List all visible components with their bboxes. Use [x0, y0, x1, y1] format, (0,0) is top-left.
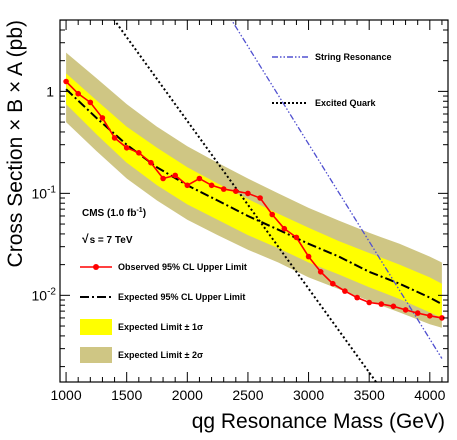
- observed-point: [427, 313, 433, 319]
- observed-point: [245, 190, 251, 197]
- experiment-annotation: CMS (1.0 fb-1): [82, 207, 146, 219]
- x-axis-label: qg Resonance Mass (GeV): [192, 410, 445, 433]
- legend-band1-swatch: [80, 319, 112, 335]
- expected-limit-line: [65, 88, 443, 305]
- legend-observed-label: Observed 95% CL Upper Limit: [118, 262, 247, 272]
- legend-band2-swatch: [80, 347, 112, 363]
- observed-point: [317, 269, 324, 275]
- observed-point: [414, 310, 421, 316]
- string-resonance-line: [230, 20, 443, 359]
- observed-point: [354, 294, 360, 301]
- legend-left: CMS (1.0 fb-1) √s = 7 TeV Observed 95% C…: [80, 207, 247, 363]
- y-tick-labels: 1 10-1 10-2: [32, 83, 57, 303]
- observed-point: [269, 211, 276, 218]
- observed-point: [123, 145, 130, 151]
- observed-point: [87, 99, 94, 106]
- observed-point: [220, 186, 227, 192]
- observed-point: [293, 234, 300, 241]
- legend-band2-label: Expected Limit ± 2σ: [118, 350, 203, 360]
- axis-ticks: [60, 19, 448, 382]
- x-tick-label: 4000: [414, 387, 445, 403]
- plot-area: [63, 20, 445, 382]
- observed-point: [172, 172, 178, 179]
- observed-point: [390, 303, 397, 310]
- observed-point: [378, 301, 385, 307]
- x-tick-labels: 1000 1500 2000 2500 3000 3500 4000: [50, 387, 445, 403]
- observed-point: [63, 78, 69, 85]
- plot-frame: [59, 19, 449, 383]
- x-tick-label: 2000: [172, 387, 203, 403]
- energy-annotation: √s = 7 TeV: [82, 232, 133, 246]
- x-tick-label: 1000: [50, 387, 81, 403]
- y-tick-label: 10-2: [32, 286, 57, 303]
- y-tick-label: 1: [46, 83, 54, 99]
- observed-point: [160, 175, 166, 182]
- observed-point: [196, 175, 203, 182]
- observed-point: [305, 253, 312, 260]
- x-tick-label: 2500: [232, 387, 263, 403]
- observed-point: [148, 159, 154, 166]
- observed-point: [330, 280, 336, 287]
- observed-point: [136, 150, 142, 156]
- excited-quark-line: [113, 20, 378, 382]
- observed-point: [402, 307, 409, 313]
- x-tick-label: 1500: [111, 387, 142, 403]
- observed-point: [281, 225, 288, 232]
- band-1sigma: [66, 73, 442, 318]
- x-tick-label: 3500: [354, 387, 385, 403]
- legend-excited-label: Excited Quark: [315, 98, 377, 108]
- observed-point: [257, 195, 263, 201]
- observed-point: [233, 188, 239, 194]
- x-tick-label: 3000: [293, 387, 324, 403]
- observed-point: [439, 315, 445, 321]
- y-axis-label: Cross Section × B × A (pb): [4, 20, 27, 267]
- legend-string-label: String Resonance: [315, 52, 392, 62]
- observed-point: [111, 135, 118, 141]
- observed-point: [75, 90, 81, 97]
- legend-expected-label: Expected 95% CL Upper Limit: [118, 292, 245, 302]
- y-tick-label: 10-1: [32, 184, 57, 201]
- legend-band1-label: Expected Limit ± 1σ: [118, 322, 203, 332]
- observed-point: [208, 182, 215, 189]
- legend-observed-marker: [93, 264, 99, 270]
- legend-top-right: String Resonance Excited Quark: [272, 52, 392, 108]
- observed-point: [184, 182, 191, 189]
- observed-point: [342, 288, 348, 294]
- observed-point: [99, 115, 106, 121]
- observed-point: [366, 299, 373, 306]
